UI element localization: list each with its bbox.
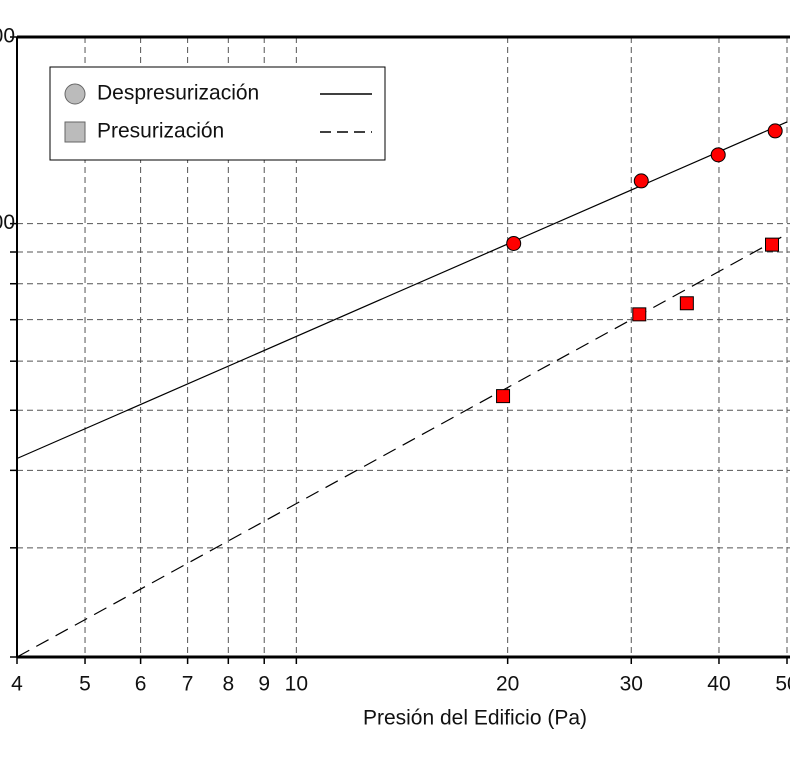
fit-line — [16, 233, 788, 658]
y-tick-label: 2000 — [0, 25, 15, 48]
x-tick-label: 5 — [79, 673, 91, 696]
legend-box — [49, 66, 386, 161]
x-tick-label: 8 — [222, 673, 234, 696]
fit-line — [16, 121, 788, 460]
point — [710, 147, 726, 163]
point — [506, 235, 522, 251]
point — [633, 173, 649, 189]
x-tick-label: 40 — [707, 673, 730, 696]
y-tick-label: 1000 — [0, 211, 15, 234]
x-tick-label: 9 — [258, 673, 270, 696]
x-tick-label: 30 — [620, 673, 643, 696]
x-axis-label: Presión del Edificio (Pa) — [363, 707, 587, 730]
x-tick-label: 10 — [285, 673, 308, 696]
x-tick-label: 20 — [496, 673, 519, 696]
x-tick-label: 4 — [11, 673, 23, 696]
x-tick-label: 6 — [135, 673, 147, 696]
point — [632, 307, 647, 322]
legend-label: Despresurización — [97, 82, 259, 105]
x-tick-label: 7 — [182, 673, 194, 696]
point — [679, 296, 694, 311]
point — [496, 389, 511, 404]
point — [765, 237, 780, 252]
legend-marker — [64, 83, 86, 105]
legend-marker — [64, 121, 86, 143]
point — [767, 123, 783, 139]
x-tick-label: 50 — [775, 673, 790, 696]
legend-label: Presurización — [97, 120, 224, 143]
